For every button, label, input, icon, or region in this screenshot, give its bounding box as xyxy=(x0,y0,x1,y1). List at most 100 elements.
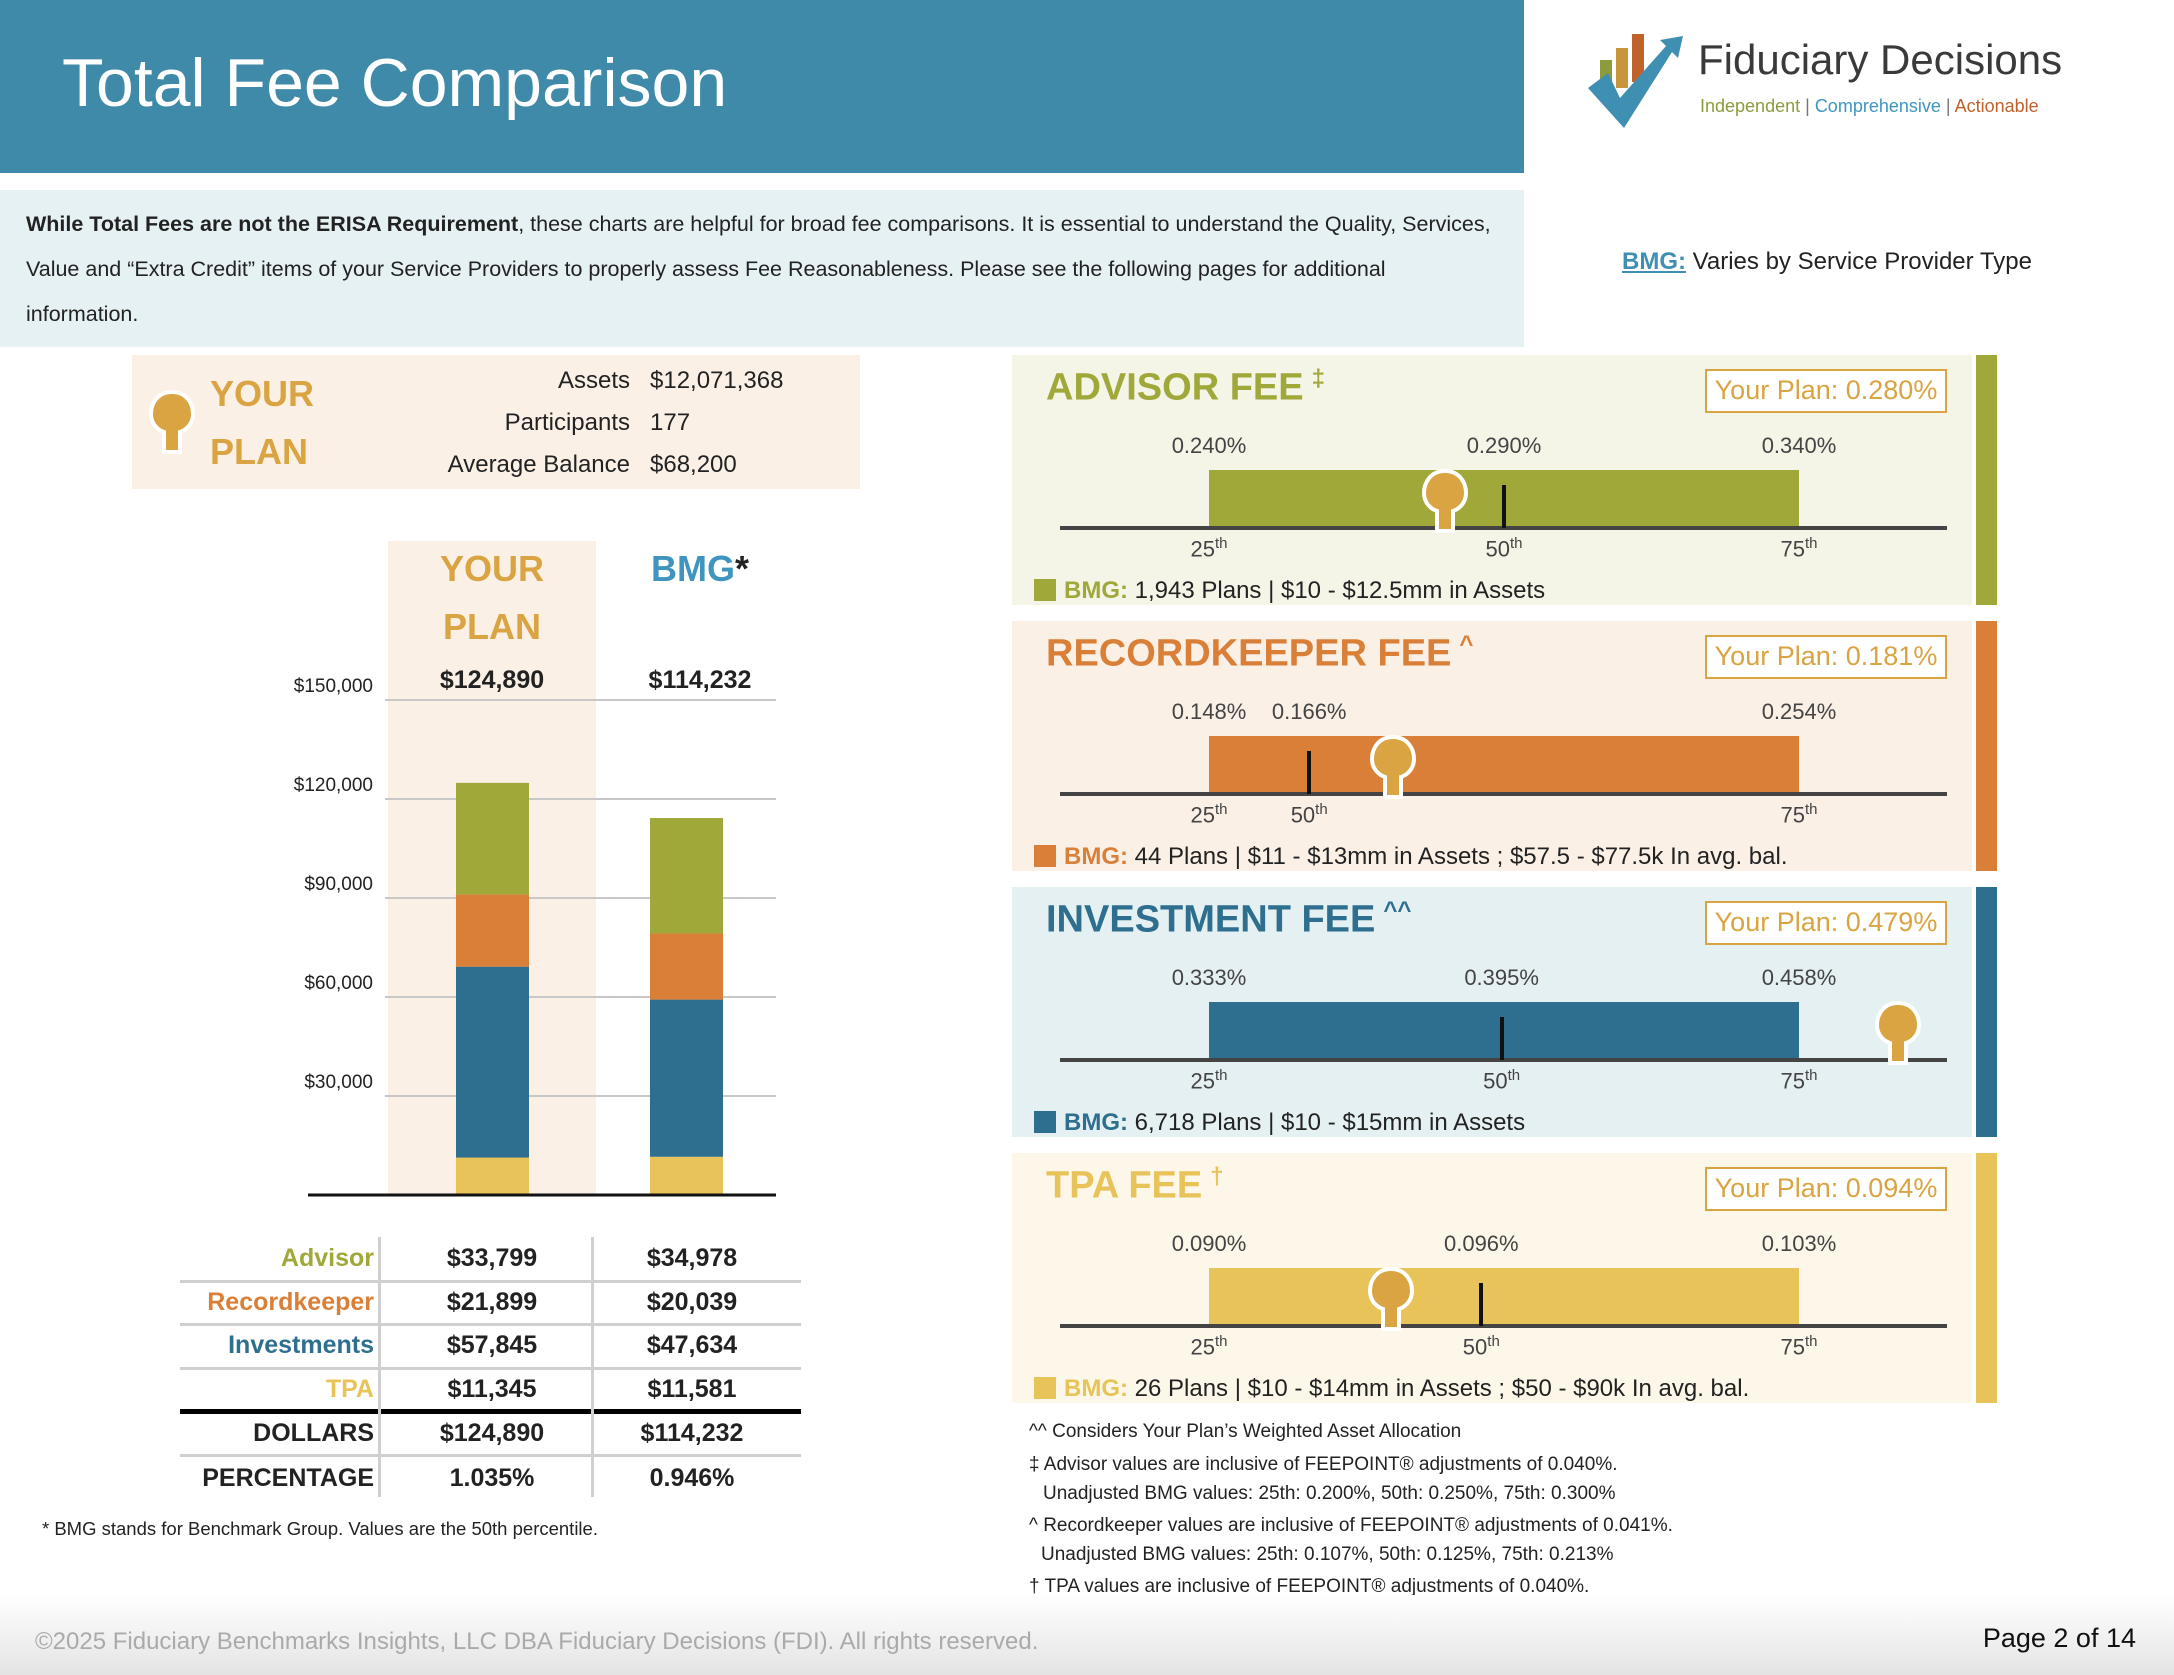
tagline-independent: Independent xyxy=(1700,96,1801,116)
p75-percentile-label: 75th xyxy=(1759,1333,1839,1360)
footnote-line: ‡ Advisor values are inclusive of FEEPOI… xyxy=(1029,1454,1618,1475)
p75-value-label: 0.254% xyxy=(1761,699,1837,724)
bmg-value: 0.946% xyxy=(649,1464,735,1492)
intro-bold: While Total Fees are not the ERISA Requi… xyxy=(26,212,519,236)
recordkeeper-fee-panel: RECORDKEEPER FEE ^ Your Plan: 0.181% 0.148%… xyxy=(1012,621,1997,871)
bar-tpa-bmg xyxy=(650,1156,723,1195)
panel-title: INVESTMENT FEE ^^ xyxy=(1046,897,1411,942)
p50-percentile-label: 50th xyxy=(1462,1067,1542,1094)
legend-swatch xyxy=(1034,845,1056,867)
table-column-divider xyxy=(378,1237,381,1497)
legend-swatch xyxy=(1034,1377,1056,1399)
footnote-line: † TPA values are inclusive of FEEPOINT® … xyxy=(1029,1576,1590,1597)
table-divider xyxy=(180,1454,801,1457)
investment-fee-panel: INVESTMENT FEE ^^ Your Plan: 0.479% 0.333% 2… xyxy=(1012,887,1997,1137)
percentile-number: 75 xyxy=(1780,1068,1805,1094)
percentile-number: 25 xyxy=(1190,1068,1215,1094)
y-tick-label: $90,000 xyxy=(304,874,373,895)
legend-bmg-text: 26 Plans | $10 - $14mm in Assets ; $50 -… xyxy=(1134,1375,1750,1402)
legend-bmg-text: 44 Plans | $11 - $13mm in Assets ; $57.5… xyxy=(1134,843,1788,870)
tagline-comprehensive: Comprehensive xyxy=(1814,96,1941,116)
percentile-suffix: th xyxy=(1507,1067,1521,1084)
p25-percentile-label: 25th xyxy=(1169,1333,1249,1360)
percentile-number: 75 xyxy=(1780,802,1805,828)
footnote-symbol: ‡ xyxy=(1311,365,1325,392)
your-plan-value: $57,845 xyxy=(446,1331,538,1359)
bmg-note: BMG: Varies by Service Provider Type xyxy=(1622,248,2032,276)
your-plan-value-box: Your Plan: 0.181% xyxy=(1705,635,1947,679)
percentile-suffix: th xyxy=(1214,535,1228,552)
table-row-advisor: Advisor $33,799 $34,978 xyxy=(180,1236,801,1280)
your-plan-pin-icon xyxy=(1421,468,1469,533)
plan-pin-icon xyxy=(148,389,196,454)
bar-advisor-your-plan xyxy=(456,782,529,895)
your-plan-value-box: Your Plan: 0.094% xyxy=(1705,1167,1947,1211)
your-plan-pin-icon xyxy=(1367,1266,1414,1331)
footnote-line: Unadjusted BMG values: 25th: 0.107%, 50t… xyxy=(1041,1544,1614,1565)
checkmark-bars-icon xyxy=(1588,34,1683,128)
bmg-range-bar xyxy=(1209,1268,1799,1326)
row-label: Recordkeeper xyxy=(207,1288,374,1316)
bar-recordkeeper-your-plan xyxy=(456,894,529,967)
panel-color-strip xyxy=(1976,355,1997,605)
percentile-number: 50 xyxy=(1290,802,1316,828)
row-label: Advisor xyxy=(280,1244,374,1272)
percentile-number: 50 xyxy=(1462,1334,1488,1360)
p50-value-label: 0.096% xyxy=(1443,1231,1519,1256)
legend-swatch xyxy=(1034,1111,1056,1133)
your-plan-title-line1: YOUR xyxy=(210,373,315,414)
average-balance-value: $68,200 xyxy=(650,451,737,478)
y-tick-label: $120,000 xyxy=(293,775,373,796)
footnote-line: Unadjusted BMG values: 25th: 0.200%, 50t… xyxy=(1043,1483,1616,1504)
your-plan-pin-icon xyxy=(1369,734,1416,799)
panel-title-text: ADVISOR FEE xyxy=(1046,366,1304,409)
bar-recordkeeper-bmg xyxy=(650,933,723,1000)
table-row-investments: Investments $57,845 $47,634 xyxy=(180,1323,801,1367)
percentile-axis xyxy=(1060,526,1947,530)
p25-value-label: 0.090% xyxy=(1171,1231,1247,1256)
participants-label: Participants xyxy=(504,409,630,436)
footer xyxy=(0,1595,2174,1675)
table-row-recordkeeper: Recordkeeper $21,899 $20,039 xyxy=(180,1280,801,1324)
total-your-plan: $124,890 xyxy=(439,666,545,694)
bmg-note-text: Varies by Service Provider Type xyxy=(1692,248,2032,275)
col-head-your-plan-1: YOUR xyxy=(439,548,544,589)
bmg-legend: BMG: 44 Plans | $11 - $13mm in Assets ; … xyxy=(1034,843,1787,871)
panel-title: TPA FEE † xyxy=(1046,1163,1224,1208)
p25-value-label: 0.333% xyxy=(1171,965,1247,990)
panel-color-strip xyxy=(1976,621,1997,871)
bmg-footnote: * BMG stands for Benchmark Group. Values… xyxy=(42,1518,598,1539)
bmg-legend: BMG: 1,943 Plans | $10 - $12.5mm in Asse… xyxy=(1034,577,1545,605)
p25-percentile-label: 25th xyxy=(1169,801,1249,828)
bar-investments-your-plan xyxy=(456,966,529,1158)
percentile-number: 25 xyxy=(1190,802,1215,828)
percentile-suffix: th xyxy=(1487,1333,1500,1350)
percentile-suffix: th xyxy=(1315,801,1328,818)
panel-color-strip xyxy=(1976,1153,1997,1403)
row-label: TPA xyxy=(325,1375,374,1403)
median-marker xyxy=(1479,1283,1484,1326)
logo-name: Fiduciary Decisions xyxy=(1698,36,2063,83)
p50-percentile-label: 50th xyxy=(1464,535,1544,562)
table-column-divider xyxy=(591,1237,594,1497)
assets-value: $12,071,368 xyxy=(650,367,784,394)
table-divider xyxy=(180,1367,801,1370)
your-plan-value: $21,899 xyxy=(446,1288,538,1316)
bmg-value: $34,978 xyxy=(646,1244,738,1272)
legend-bmg-text: 1,943 Plans | $10 - $12.5mm in Assets xyxy=(1134,577,1546,604)
median-marker xyxy=(1307,751,1312,794)
percentile-suffix: th xyxy=(1804,535,1818,552)
your-plan-title-line2: PLAN xyxy=(210,431,308,472)
copyright: ©2025 Fiduciary Benchmarks Insights, LLC… xyxy=(35,1628,1039,1655)
bmg-value: $114,232 xyxy=(640,1419,744,1447)
assets-label: Assets xyxy=(557,367,630,394)
col-head-your-plan-2: PLAN xyxy=(443,606,541,647)
panel-title-text: TPA FEE xyxy=(1046,1164,1203,1207)
table-divider xyxy=(180,1323,801,1326)
percentile-number: 75 xyxy=(1780,1334,1805,1360)
average-balance-label: Average Balance xyxy=(447,451,630,478)
your-plan-value: 1.035% xyxy=(449,1464,535,1492)
percentile-suffix: th xyxy=(1804,1333,1818,1350)
percentile-suffix: th xyxy=(1214,1067,1228,1084)
p75-value-label: 0.340% xyxy=(1761,433,1837,458)
